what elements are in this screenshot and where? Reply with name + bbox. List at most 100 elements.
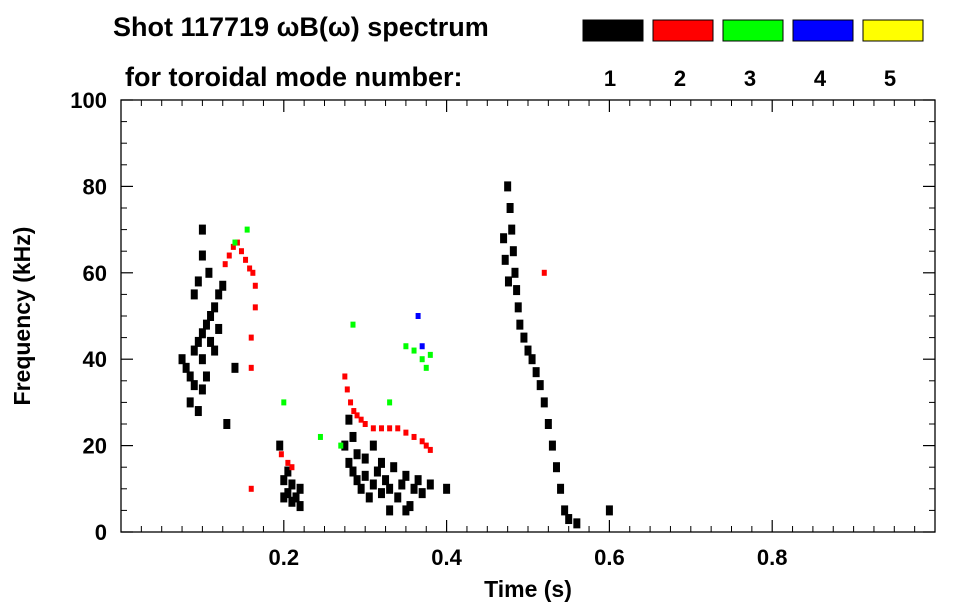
data-point-mode-2: [230, 243, 236, 250]
data-point-mode-2: [387, 425, 393, 432]
data-point-mode-1: [198, 250, 206, 261]
data-point-mode-1: [349, 466, 357, 477]
x-tick-label: 0.6: [594, 545, 625, 570]
data-point-mode-2: [289, 464, 295, 471]
data-point-mode-1: [284, 466, 292, 477]
data-point-mode-1: [390, 462, 398, 473]
data-point-mode-2: [250, 269, 256, 276]
data-point-mode-1: [605, 505, 613, 516]
data-point-mode-3: [403, 343, 409, 350]
y-tick-label: 0: [95, 520, 107, 545]
data-point-mode-1: [524, 345, 532, 356]
data-point-mode-1: [552, 462, 560, 473]
data-point-mode-1: [198, 328, 206, 339]
spectrum-points: [178, 181, 613, 529]
data-point-mode-1: [414, 475, 422, 486]
data-point-mode-2: [403, 429, 409, 436]
data-point-mode-1: [182, 362, 190, 373]
data-point-mode-1: [516, 319, 524, 330]
data-point-mode-2: [247, 265, 253, 272]
data-point-mode-2: [248, 485, 254, 492]
data-point-mode-1: [369, 440, 377, 451]
data-point-mode-1: [198, 384, 206, 395]
y-tick-label: 60: [83, 261, 107, 286]
data-point-mode-1: [418, 488, 426, 499]
data-point-mode-3: [423, 364, 429, 371]
data-point-mode-1: [386, 505, 394, 516]
y-tick-label: 20: [83, 434, 107, 459]
data-point-mode-2: [342, 373, 348, 380]
data-point-mode-1: [190, 289, 198, 300]
data-point-mode-1: [345, 414, 353, 425]
data-point-mode-1: [353, 475, 361, 486]
data-point-mode-3: [427, 351, 433, 358]
legend-swatch-mode-3: [722, 19, 784, 42]
data-point-mode-1: [504, 181, 512, 192]
data-point-mode-1: [402, 470, 410, 481]
data-point-mode-1: [532, 367, 540, 378]
data-point-mode-1: [288, 496, 296, 507]
legend-swatch-mode-2: [652, 19, 714, 42]
data-point-mode-1: [514, 302, 522, 313]
data-point-mode-1: [194, 336, 202, 347]
data-point-mode-1: [357, 483, 365, 494]
data-point-mode-1: [288, 479, 296, 490]
data-point-mode-2: [370, 425, 376, 432]
axis-ticks: 0 20 40 60 80 100 0.2 0.4 0.6 0.8: [70, 88, 935, 570]
data-point-mode-2: [423, 442, 429, 449]
data-point-mode-1: [443, 483, 451, 494]
data-point-mode-2: [248, 334, 254, 341]
data-point-mode-3: [419, 356, 425, 363]
data-point-mode-1: [504, 276, 512, 287]
data-point-mode-2: [348, 399, 354, 406]
data-point-mode-1: [506, 203, 514, 213]
data-point-mode-3: [350, 321, 356, 328]
data-point-mode-1: [511, 267, 519, 278]
data-point-mode-1: [190, 345, 198, 356]
data-point-mode-2: [248, 364, 254, 371]
data-point-mode-1: [207, 311, 215, 321]
data-point-mode-1: [373, 466, 381, 477]
legend-caption: for toroidal mode number:: [125, 62, 463, 92]
x-tick-label: 0.8: [757, 545, 788, 570]
data-point-mode-2: [278, 451, 284, 458]
data-point-mode-1: [353, 449, 361, 460]
legend-mode-3: 3: [744, 66, 756, 91]
data-point-mode-1: [231, 362, 239, 373]
legend-swatch-mode-4: [792, 19, 854, 42]
x-tick-label: 0.4: [431, 545, 462, 570]
legend-mode-4: 4: [814, 66, 827, 91]
data-point-mode-1: [377, 457, 385, 468]
data-point-mode-2: [411, 433, 417, 440]
data-point-mode-1: [341, 440, 349, 451]
data-point-mode-1: [284, 488, 292, 499]
chart-title: Shot 117719 ωB(ω) spectrum: [113, 12, 489, 42]
data-point-mode-2: [226, 252, 232, 259]
legend-swatch-mode-5: [862, 19, 924, 42]
data-point-mode-1: [202, 371, 210, 382]
y-tick-label: 80: [83, 174, 107, 199]
data-point-mode-1: [219, 280, 227, 291]
data-point-mode-1: [186, 371, 194, 382]
data-point-mode-1: [215, 289, 223, 300]
data-point-mode-1: [207, 336, 215, 347]
data-point-mode-1: [520, 332, 528, 343]
data-point-mode-1: [211, 302, 219, 313]
data-point-mode-1: [194, 406, 202, 417]
data-point-mode-3: [244, 226, 250, 233]
data-point-mode-2: [351, 408, 357, 415]
data-point-mode-1: [202, 319, 210, 330]
data-point-mode-3: [317, 433, 323, 440]
data-point-mode-1: [410, 483, 418, 494]
data-point-mode-1: [426, 479, 434, 490]
data-point-mode-1: [178, 354, 186, 365]
legend-mode-2: 2: [674, 66, 686, 91]
data-point-mode-2: [285, 459, 291, 466]
data-point-mode-2: [344, 386, 350, 393]
data-point-mode-1: [513, 285, 521, 296]
data-point-mode-2: [243, 256, 249, 263]
data-point-mode-1: [548, 440, 556, 451]
data-point-mode-1: [500, 233, 508, 244]
data-point-mode-1: [276, 440, 284, 451]
